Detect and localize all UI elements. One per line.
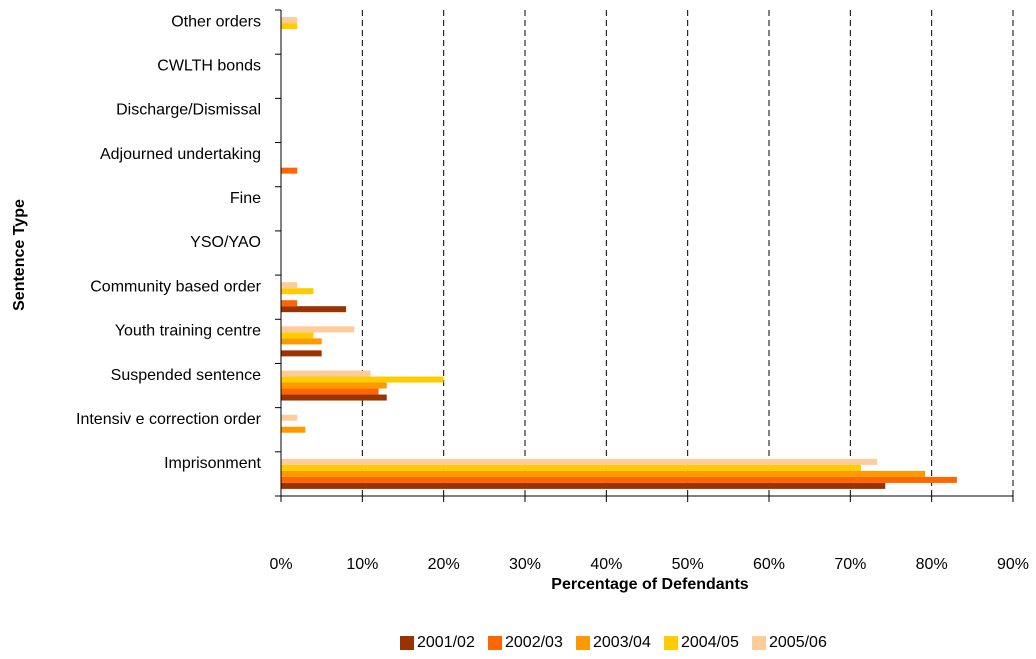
bar <box>281 376 444 383</box>
y-tick-label: Community based order <box>90 278 261 295</box>
y-tick-label: YSO/YAO <box>190 234 261 251</box>
bar <box>281 167 298 174</box>
x-tick-label: 60% <box>753 556 785 573</box>
x-tick-label: 90% <box>997 556 1029 573</box>
bar <box>281 306 347 313</box>
x-tick-label: 30% <box>509 556 541 573</box>
bar <box>281 470 926 477</box>
x-tick-label: 80% <box>916 556 948 573</box>
bar <box>281 382 387 389</box>
legend-label: 2002/03 <box>505 634 563 651</box>
y-tick-label: Adjourned undertaking <box>100 146 261 163</box>
bar <box>281 370 371 377</box>
x-tick-label: 20% <box>428 556 460 573</box>
bar <box>281 426 306 433</box>
legend-swatch <box>488 636 502 650</box>
legend-swatch <box>576 636 590 650</box>
legend-label: 2003/04 <box>593 634 651 651</box>
bar <box>281 282 298 289</box>
bar <box>281 17 298 24</box>
bar <box>281 300 298 307</box>
legend-label: 2005/06 <box>769 634 827 651</box>
bar <box>281 338 322 345</box>
y-tick-label: Intensiv e correction order <box>76 411 262 428</box>
y-tick-label: Fine <box>230 190 261 207</box>
bar <box>281 332 314 339</box>
bar <box>281 394 387 401</box>
bar <box>281 326 355 333</box>
x-tick-label: 50% <box>672 556 704 573</box>
x-tick-label: 10% <box>346 556 378 573</box>
legend-label: 2004/05 <box>681 634 739 651</box>
bar <box>281 23 298 30</box>
y-tick-label: Imprisonment <box>164 455 261 472</box>
y-tick-label: Suspended sentence <box>111 367 261 384</box>
bar <box>281 482 886 489</box>
legend-swatch <box>400 636 414 650</box>
legend-swatch <box>752 636 766 650</box>
bar <box>281 350 322 357</box>
y-axis-title: Sentence Type <box>11 199 28 311</box>
y-tick-label: Youth training centre <box>115 323 261 340</box>
legend-swatch <box>664 636 678 650</box>
bar <box>281 476 957 483</box>
bar <box>281 464 861 471</box>
y-tick-label: Other orders <box>171 13 261 30</box>
y-tick-label: Discharge/Dismissal <box>116 102 261 119</box>
bar <box>281 458 878 465</box>
legend-label: 2001/02 <box>417 634 475 651</box>
x-axis-title: Percentage of Defendants <box>551 576 748 593</box>
bar <box>281 414 298 421</box>
bar <box>281 288 314 295</box>
x-tick-label: 0% <box>269 556 292 573</box>
bar <box>281 388 379 395</box>
x-tick-label: 40% <box>590 556 622 573</box>
y-tick-label: CWLTH bonds <box>157 57 261 74</box>
x-tick-label: 70% <box>834 556 866 573</box>
